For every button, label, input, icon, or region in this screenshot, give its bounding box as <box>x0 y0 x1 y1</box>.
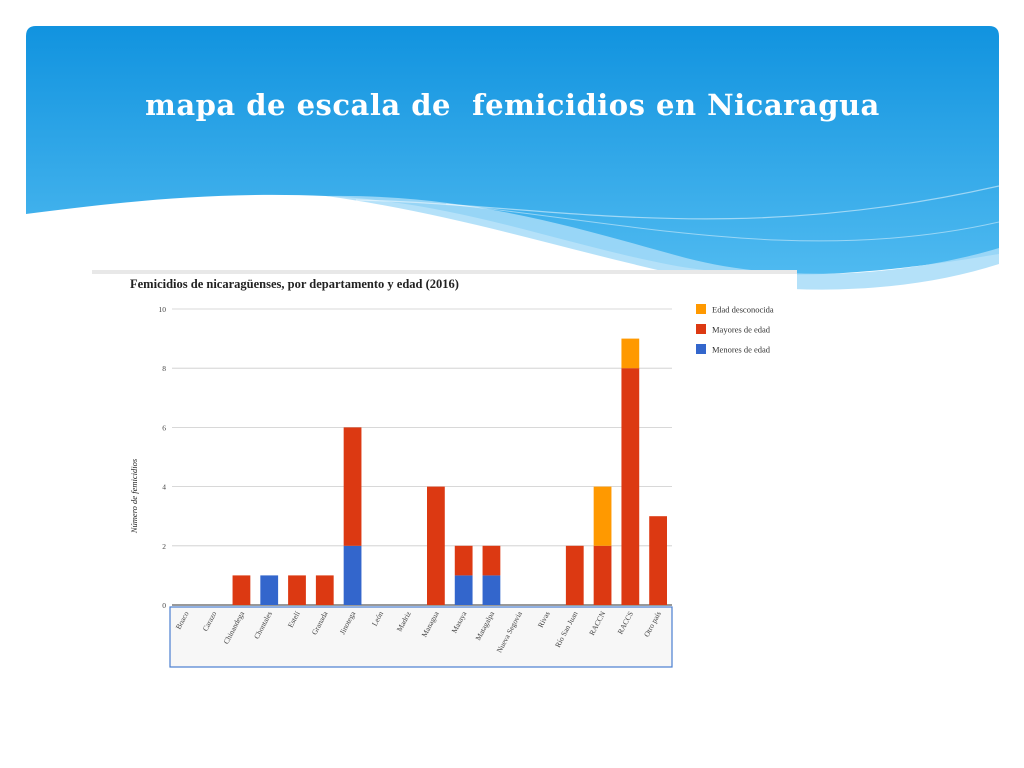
legend-swatch <box>696 304 706 314</box>
gridlines <box>172 308 672 606</box>
bar <box>593 486 612 546</box>
legend-swatch <box>696 344 706 354</box>
chart: Femicidios de nicaragüenses, por departa… <box>129 277 774 668</box>
bar <box>288 575 306 605</box>
bar <box>565 545 584 605</box>
legend-label: Mayores de edad <box>712 325 771 335</box>
legend-swatch <box>696 324 706 334</box>
banner-wave-line <box>355 185 999 220</box>
bars <box>232 338 667 605</box>
slide-title: mapa de escala de femicidios en Nicaragu… <box>145 88 880 122</box>
bar <box>454 575 473 605</box>
legend-label: Menores de edad <box>712 345 771 355</box>
bar <box>482 545 501 576</box>
y-tick-label: 10 <box>159 305 167 314</box>
bar <box>315 575 334 605</box>
bar <box>482 575 501 605</box>
banner-wave-light <box>326 195 999 290</box>
legend: Edad desconocida Mayores de edad Menores d… <box>696 304 774 355</box>
chart-panel: Femicidios de nicaragüenses, por departa… <box>92 270 797 675</box>
bar <box>649 516 667 605</box>
y-tick-label: 0 <box>162 601 166 610</box>
y-tick-label: 6 <box>162 423 166 432</box>
bar <box>343 427 362 546</box>
bar <box>454 545 473 576</box>
legend-label: Edad desconocida <box>712 305 774 315</box>
bar <box>260 575 279 605</box>
y-tick-label: 8 <box>162 364 166 373</box>
y-tick-label: 2 <box>162 542 166 551</box>
y-tick-label: 4 <box>162 483 166 492</box>
chart-panel-topbar <box>92 270 797 274</box>
bar <box>427 486 445 605</box>
banner-wave-line <box>445 203 999 242</box>
y-axis-label: Número de femicidios <box>129 458 139 534</box>
chart-title: Femicidios de nicaragüenses, por departa… <box>130 277 459 291</box>
bar <box>621 338 640 369</box>
y-tick-labels: 0 2 4 6 8 10 <box>159 305 167 610</box>
banner-background <box>26 26 999 275</box>
slide-banner <box>26 26 999 290</box>
bar <box>232 575 251 605</box>
bar <box>343 545 362 605</box>
x-axis-label-box <box>169 606 673 668</box>
bar <box>621 368 640 605</box>
bar <box>593 545 612 605</box>
